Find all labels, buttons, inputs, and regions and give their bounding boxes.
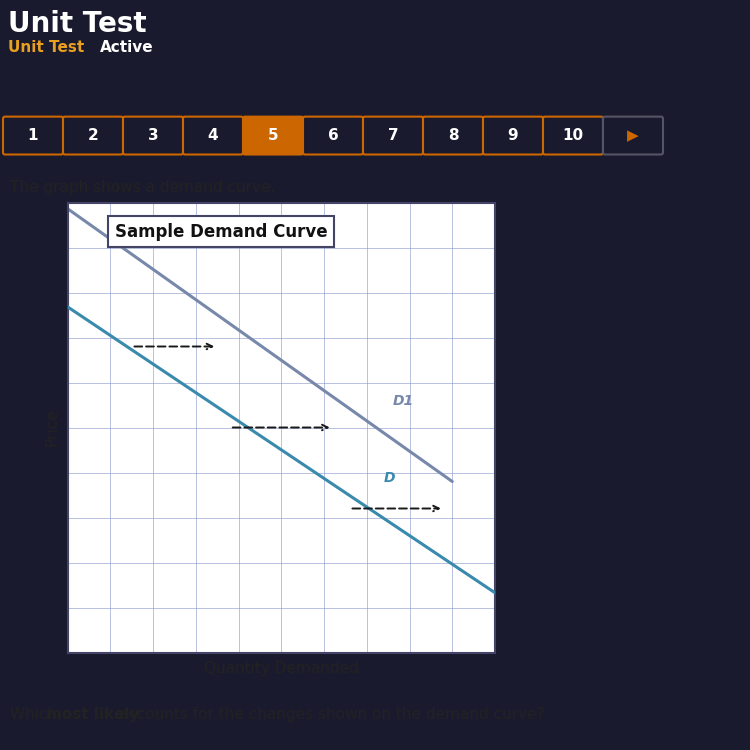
Text: The graph shows a demand curve.: The graph shows a demand curve. [10, 181, 275, 196]
Text: 8: 8 [448, 128, 458, 143]
Text: 10: 10 [562, 128, 584, 143]
FancyBboxPatch shape [603, 117, 663, 154]
Text: D: D [384, 470, 395, 484]
FancyBboxPatch shape [363, 117, 423, 154]
Text: ▶: ▶ [627, 128, 639, 143]
Text: Unit Test: Unit Test [8, 40, 84, 55]
FancyBboxPatch shape [483, 117, 543, 154]
Text: 5: 5 [268, 128, 278, 143]
FancyBboxPatch shape [243, 117, 303, 154]
Text: 2: 2 [88, 128, 98, 143]
Text: 6: 6 [328, 128, 338, 143]
X-axis label: Quantity Demanded: Quantity Demanded [204, 661, 358, 676]
FancyBboxPatch shape [423, 117, 483, 154]
FancyBboxPatch shape [183, 117, 243, 154]
FancyBboxPatch shape [63, 117, 123, 154]
Text: 7: 7 [388, 128, 398, 143]
Text: D1: D1 [392, 394, 413, 408]
Y-axis label: Price: Price [44, 409, 59, 446]
Text: accounts for the changes shown on the demand curve?: accounts for the changes shown on the de… [114, 707, 544, 722]
Text: 9: 9 [508, 128, 518, 143]
Text: 4: 4 [208, 128, 218, 143]
Text: 3: 3 [148, 128, 158, 143]
FancyBboxPatch shape [3, 117, 63, 154]
Text: most likely: most likely [46, 707, 140, 722]
Text: Active: Active [100, 40, 154, 55]
FancyBboxPatch shape [303, 117, 363, 154]
FancyBboxPatch shape [123, 117, 183, 154]
Text: 1: 1 [28, 128, 38, 143]
FancyBboxPatch shape [543, 117, 603, 154]
Text: Unit Test: Unit Test [8, 10, 147, 38]
Text: Which: Which [10, 707, 62, 722]
Text: Sample Demand Curve: Sample Demand Curve [115, 223, 328, 241]
